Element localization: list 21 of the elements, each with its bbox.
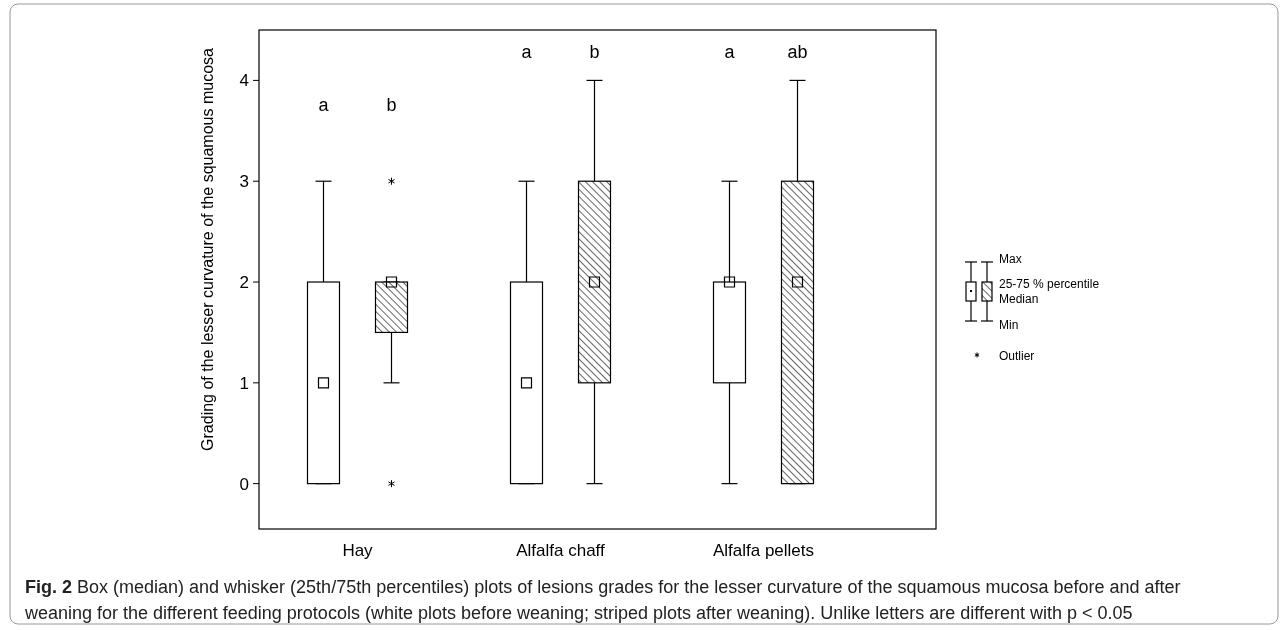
text: Outlier <box>999 349 1035 363</box>
annotation: a <box>318 95 330 115</box>
x-tick-label: Hay <box>342 541 374 560</box>
annotation: b <box>589 42 600 62</box>
x-tick-label: Alfalfa chaff <box>516 541 606 560</box>
annotation: a <box>724 42 736 62</box>
annotation: ab <box>787 42 808 62</box>
y-tick-label: 2 <box>239 273 249 293</box>
y-axis-title: Grading of the lesser curvature of the squamous mucosa <box>199 47 216 451</box>
y-tick-label: 0 <box>239 474 249 494</box>
annotation: b <box>386 95 397 115</box>
annotation: a <box>521 42 533 62</box>
x-tick-label: Alfalfa pellets <box>712 541 815 560</box>
caption: Fig. 2 Box (median) and whisker (25th/75th percentiles) plots of lesions grades for the lesser curvature of the squamous mucosa before and after weaning for the different feeding protocols (white plots before weaning; striped plots after weaning). Unlike letters are different with p < 0.05 <box>24 577 1181 623</box>
text: 25-75 % percentile <box>999 277 1100 291</box>
y-tick-label: 4 <box>239 71 249 91</box>
y-tick-label: 1 <box>239 373 249 393</box>
text: Max <box>999 252 1022 266</box>
y-tick-label: 3 <box>239 172 249 192</box>
text: Min <box>999 318 1019 332</box>
text: Median <box>999 292 1039 306</box>
